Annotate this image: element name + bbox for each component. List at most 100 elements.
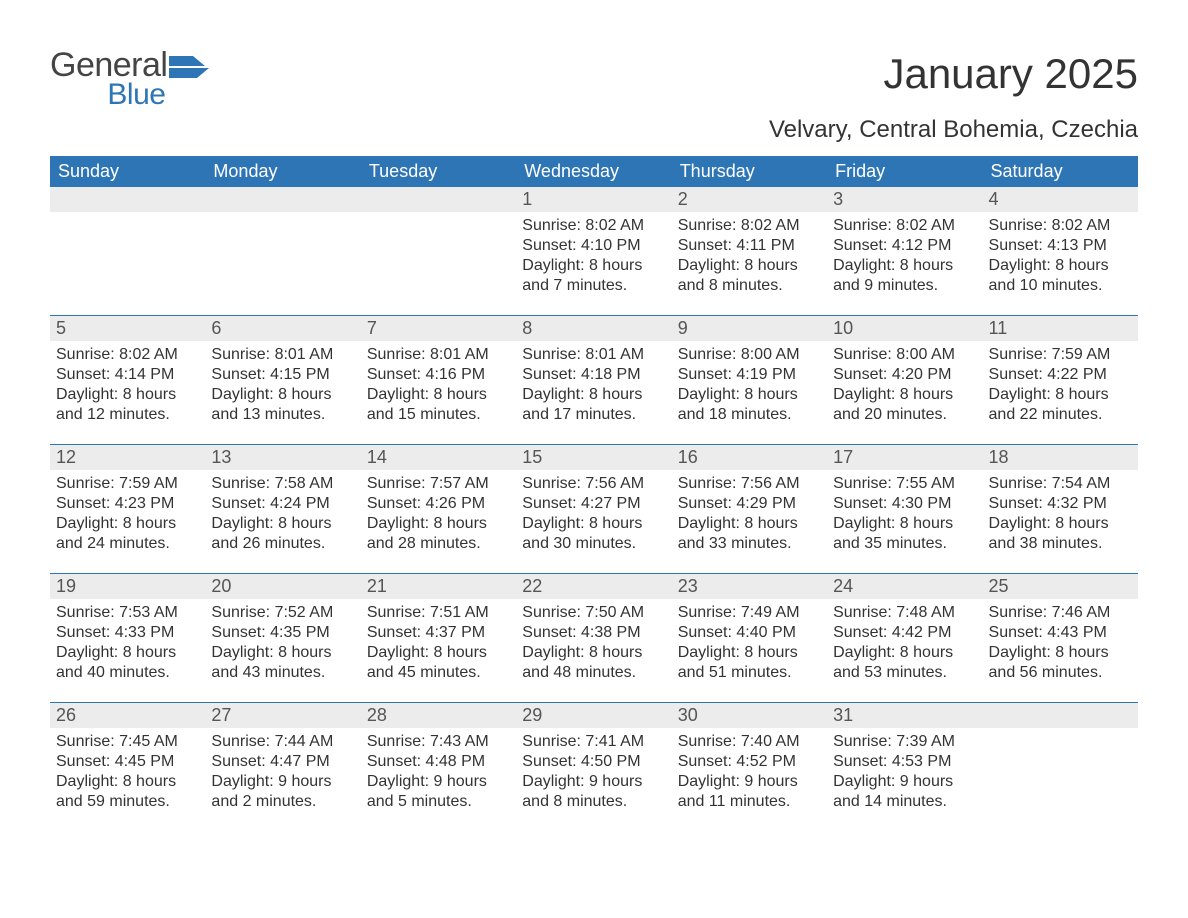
day-cell: 24Sunrise: 7:48 AMSunset: 4:42 PMDayligh… bbox=[827, 574, 982, 702]
dow-cell: Monday bbox=[205, 156, 360, 187]
daylight-line: Daylight: 8 hours and 22 minutes. bbox=[989, 385, 1132, 425]
day-number: 4 bbox=[983, 187, 1138, 212]
day-body: Sunrise: 8:02 AMSunset: 4:12 PMDaylight:… bbox=[827, 212, 982, 302]
sunrise-line: Sunrise: 8:01 AM bbox=[367, 345, 510, 365]
sunset-line: Sunset: 4:47 PM bbox=[211, 752, 354, 772]
day-number: 6 bbox=[205, 316, 360, 341]
day-cell: 12Sunrise: 7:59 AMSunset: 4:23 PMDayligh… bbox=[50, 445, 205, 573]
sunrise-line: Sunrise: 7:44 AM bbox=[211, 732, 354, 752]
day-number: 20 bbox=[205, 574, 360, 599]
sunset-line: Sunset: 4:33 PM bbox=[56, 623, 199, 643]
day-number: 31 bbox=[827, 703, 982, 728]
dow-cell: Saturday bbox=[983, 156, 1138, 187]
day-number: 22 bbox=[516, 574, 671, 599]
daylight-line: Daylight: 8 hours and 7 minutes. bbox=[522, 256, 665, 296]
day-body: Sunrise: 7:59 AMSunset: 4:23 PMDaylight:… bbox=[50, 470, 205, 560]
sunset-line: Sunset: 4:24 PM bbox=[211, 494, 354, 514]
sunset-line: Sunset: 4:42 PM bbox=[833, 623, 976, 643]
daylight-line: Daylight: 8 hours and 9 minutes. bbox=[833, 256, 976, 296]
day-body: Sunrise: 8:01 AMSunset: 4:18 PMDaylight:… bbox=[516, 341, 671, 431]
calendar-week: 19Sunrise: 7:53 AMSunset: 4:33 PMDayligh… bbox=[50, 573, 1138, 702]
day-body: Sunrise: 7:59 AMSunset: 4:22 PMDaylight:… bbox=[983, 341, 1138, 431]
day-number: 15 bbox=[516, 445, 671, 470]
day-cell: 7Sunrise: 8:01 AMSunset: 4:16 PMDaylight… bbox=[361, 316, 516, 444]
daylight-line: Daylight: 8 hours and 13 minutes. bbox=[211, 385, 354, 425]
day-body: Sunrise: 7:56 AMSunset: 4:27 PMDaylight:… bbox=[516, 470, 671, 560]
daylight-line: Daylight: 8 hours and 40 minutes. bbox=[56, 643, 199, 683]
day-cell: 5Sunrise: 8:02 AMSunset: 4:14 PMDaylight… bbox=[50, 316, 205, 444]
sunset-line: Sunset: 4:15 PM bbox=[211, 365, 354, 385]
daylight-line: Daylight: 8 hours and 17 minutes. bbox=[522, 385, 665, 425]
day-cell: 19Sunrise: 7:53 AMSunset: 4:33 PMDayligh… bbox=[50, 574, 205, 702]
day-body: Sunrise: 7:53 AMSunset: 4:33 PMDaylight:… bbox=[50, 599, 205, 689]
day-body bbox=[361, 212, 516, 222]
day-cell: 29Sunrise: 7:41 AMSunset: 4:50 PMDayligh… bbox=[516, 703, 671, 831]
calendar: SundayMondayTuesdayWednesdayThursdayFrid… bbox=[50, 156, 1138, 831]
sunrise-line: Sunrise: 8:01 AM bbox=[211, 345, 354, 365]
daylight-line: Daylight: 8 hours and 30 minutes. bbox=[522, 514, 665, 554]
day-body: Sunrise: 7:49 AMSunset: 4:40 PMDaylight:… bbox=[672, 599, 827, 689]
day-number: 8 bbox=[516, 316, 671, 341]
day-cell: 4Sunrise: 8:02 AMSunset: 4:13 PMDaylight… bbox=[983, 187, 1138, 315]
day-cell: 27Sunrise: 7:44 AMSunset: 4:47 PMDayligh… bbox=[205, 703, 360, 831]
day-body bbox=[205, 212, 360, 222]
sunrise-line: Sunrise: 7:59 AM bbox=[56, 474, 199, 494]
day-cell bbox=[50, 187, 205, 315]
daylight-line: Daylight: 8 hours and 10 minutes. bbox=[989, 256, 1132, 296]
dow-cell: Sunday bbox=[50, 156, 205, 187]
sunrise-line: Sunrise: 7:48 AM bbox=[833, 603, 976, 623]
sunset-line: Sunset: 4:53 PM bbox=[833, 752, 976, 772]
sunset-line: Sunset: 4:22 PM bbox=[989, 365, 1132, 385]
brand-logo: General Blue bbox=[50, 50, 211, 108]
day-number: 24 bbox=[827, 574, 982, 599]
sunset-line: Sunset: 4:50 PM bbox=[522, 752, 665, 772]
daylight-line: Daylight: 9 hours and 14 minutes. bbox=[833, 772, 976, 812]
day-cell: 30Sunrise: 7:40 AMSunset: 4:52 PMDayligh… bbox=[672, 703, 827, 831]
day-body: Sunrise: 8:00 AMSunset: 4:20 PMDaylight:… bbox=[827, 341, 982, 431]
dow-cell: Tuesday bbox=[361, 156, 516, 187]
daylight-line: Daylight: 8 hours and 48 minutes. bbox=[522, 643, 665, 683]
dow-cell: Thursday bbox=[672, 156, 827, 187]
sunrise-line: Sunrise: 7:40 AM bbox=[678, 732, 821, 752]
location-subtitle: Velvary, Central Bohemia, Czechia bbox=[769, 116, 1138, 144]
day-number: 16 bbox=[672, 445, 827, 470]
sunset-line: Sunset: 4:40 PM bbox=[678, 623, 821, 643]
day-number bbox=[361, 187, 516, 212]
day-cell: 16Sunrise: 7:56 AMSunset: 4:29 PMDayligh… bbox=[672, 445, 827, 573]
sunrise-line: Sunrise: 7:43 AM bbox=[367, 732, 510, 752]
sunrise-line: Sunrise: 7:41 AM bbox=[522, 732, 665, 752]
day-number: 17 bbox=[827, 445, 982, 470]
sunrise-line: Sunrise: 7:50 AM bbox=[522, 603, 665, 623]
day-cell bbox=[361, 187, 516, 315]
day-body: Sunrise: 7:57 AMSunset: 4:26 PMDaylight:… bbox=[361, 470, 516, 560]
day-body: Sunrise: 7:43 AMSunset: 4:48 PMDaylight:… bbox=[361, 728, 516, 818]
day-body: Sunrise: 7:46 AMSunset: 4:43 PMDaylight:… bbox=[983, 599, 1138, 689]
day-body: Sunrise: 8:01 AMSunset: 4:15 PMDaylight:… bbox=[205, 341, 360, 431]
daylight-line: Daylight: 9 hours and 2 minutes. bbox=[211, 772, 354, 812]
day-cell: 13Sunrise: 7:58 AMSunset: 4:24 PMDayligh… bbox=[205, 445, 360, 573]
day-cell bbox=[983, 703, 1138, 831]
day-number: 30 bbox=[672, 703, 827, 728]
day-number: 13 bbox=[205, 445, 360, 470]
day-body: Sunrise: 8:02 AMSunset: 4:11 PMDaylight:… bbox=[672, 212, 827, 302]
sunset-line: Sunset: 4:10 PM bbox=[522, 236, 665, 256]
day-number: 27 bbox=[205, 703, 360, 728]
day-cell: 18Sunrise: 7:54 AMSunset: 4:32 PMDayligh… bbox=[983, 445, 1138, 573]
daylight-line: Daylight: 9 hours and 8 minutes. bbox=[522, 772, 665, 812]
day-body: Sunrise: 7:51 AMSunset: 4:37 PMDaylight:… bbox=[361, 599, 516, 689]
day-body: Sunrise: 7:44 AMSunset: 4:47 PMDaylight:… bbox=[205, 728, 360, 818]
day-cell bbox=[205, 187, 360, 315]
sunrise-line: Sunrise: 8:00 AM bbox=[678, 345, 821, 365]
sunset-line: Sunset: 4:38 PM bbox=[522, 623, 665, 643]
sunset-line: Sunset: 4:43 PM bbox=[989, 623, 1132, 643]
day-body: Sunrise: 7:45 AMSunset: 4:45 PMDaylight:… bbox=[50, 728, 205, 818]
daylight-line: Daylight: 9 hours and 5 minutes. bbox=[367, 772, 510, 812]
logo-text-general: General bbox=[50, 50, 167, 81]
sunset-line: Sunset: 4:52 PM bbox=[678, 752, 821, 772]
day-body bbox=[983, 728, 1138, 738]
day-number: 26 bbox=[50, 703, 205, 728]
sunrise-line: Sunrise: 7:49 AM bbox=[678, 603, 821, 623]
daylight-line: Daylight: 8 hours and 59 minutes. bbox=[56, 772, 199, 812]
day-body: Sunrise: 7:50 AMSunset: 4:38 PMDaylight:… bbox=[516, 599, 671, 689]
day-number bbox=[983, 703, 1138, 728]
